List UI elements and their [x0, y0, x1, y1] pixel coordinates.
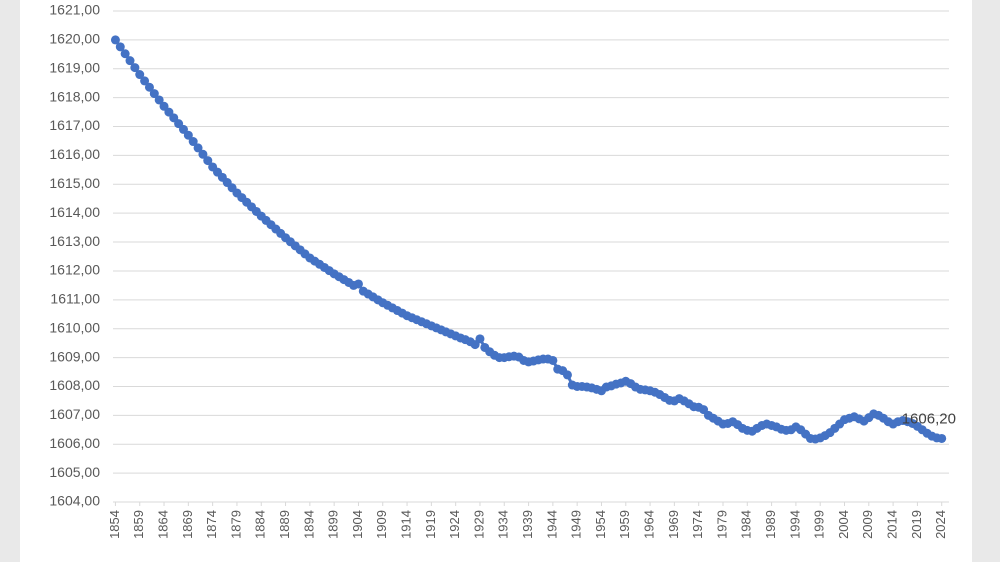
- y-tick-label: 1615,00: [49, 175, 100, 191]
- data-point: [149, 89, 159, 99]
- y-tick-label: 1609,00: [49, 348, 100, 364]
- data-point: [125, 56, 135, 66]
- x-tick-label: 1864: [155, 510, 170, 539]
- x-tick-label: 1904: [350, 510, 365, 539]
- data-point: [130, 63, 140, 73]
- y-tick-label: 1604,00: [49, 493, 100, 509]
- x-tick-label: 1914: [398, 510, 413, 539]
- x-tick-label: 1984: [739, 510, 754, 539]
- x-tick-label: 1954: [593, 510, 608, 539]
- x-tick-label: 1909: [374, 510, 389, 539]
- x-tick-label: 1859: [131, 510, 146, 539]
- chart-area: [20, 0, 972, 562]
- y-tick-label: 1606,00: [49, 435, 100, 451]
- y-tick-label: 1610,00: [49, 319, 100, 335]
- x-tick-label: 2004: [836, 510, 851, 539]
- y-tick-label: 1612,00: [49, 262, 100, 278]
- data-point: [353, 279, 363, 289]
- y-tick-label: 1613,00: [49, 233, 100, 249]
- y-tick-label: 1616,00: [49, 146, 100, 162]
- x-tick-label: 1994: [787, 510, 802, 539]
- data-point: [110, 35, 120, 45]
- x-tick-label: 1924: [447, 510, 462, 539]
- x-tick-label: 1879: [228, 510, 243, 539]
- x-tick-label: 1959: [617, 510, 632, 539]
- x-tick-label: 1944: [544, 510, 559, 539]
- data-point: [198, 149, 208, 159]
- y-tick-label: 1618,00: [49, 88, 100, 104]
- x-tick-label: 1939: [520, 510, 535, 539]
- x-tick-label: 1934: [496, 510, 511, 539]
- x-tick-label: 2009: [860, 510, 875, 539]
- x-tick-label: 1884: [253, 510, 268, 539]
- x-tick-label: 1964: [642, 510, 657, 539]
- y-tick-label: 1620,00: [49, 31, 100, 47]
- data-point: [144, 82, 154, 92]
- x-tick-label: 1949: [569, 510, 584, 539]
- data-point: [154, 95, 164, 105]
- data-point: [140, 76, 150, 86]
- x-tick-label: 1929: [471, 510, 486, 539]
- y-tick-label: 1611,00: [50, 291, 100, 307]
- x-tick-label: 1979: [714, 510, 729, 539]
- data-point: [135, 70, 145, 80]
- x-tick-label: 1854: [107, 510, 122, 539]
- x-tick-label: 1999: [812, 510, 827, 539]
- y-tick-label: 1608,00: [49, 377, 100, 393]
- x-tick-label: 2014: [885, 510, 900, 539]
- data-point: [475, 334, 485, 344]
- y-tick-label: 1605,00: [49, 464, 100, 480]
- data-point: [937, 433, 947, 443]
- x-tick-label: 1869: [180, 510, 195, 539]
- data-point: [203, 156, 213, 166]
- x-tick-label: 1894: [301, 510, 316, 539]
- data-point: [193, 143, 203, 153]
- x-tick-label: 1974: [690, 510, 705, 539]
- y-tick-label: 1621,00: [49, 2, 100, 18]
- x-tick-label: 1919: [423, 510, 438, 539]
- y-tick-label: 1619,00: [49, 59, 100, 75]
- x-tick-label: 1899: [326, 510, 341, 539]
- x-tick-label: 1969: [666, 510, 681, 539]
- x-tick-label: 1989: [763, 510, 778, 539]
- data-point: [562, 370, 572, 380]
- x-tick-label: 2024: [933, 510, 948, 539]
- data-point: [183, 130, 193, 140]
- x-tick-label: 2019: [909, 510, 924, 539]
- data-point: [120, 49, 130, 59]
- data-point: [115, 42, 125, 52]
- data-point: [548, 355, 558, 365]
- x-tick-label: 1889: [277, 510, 292, 539]
- x-tick-label: 1874: [204, 510, 219, 539]
- data-point: [188, 137, 198, 147]
- y-tick-label: 1617,00: [49, 117, 100, 133]
- y-tick-label: 1614,00: [49, 204, 100, 220]
- y-tick-label: 1607,00: [49, 406, 100, 422]
- data-label: 1606,20: [902, 410, 956, 427]
